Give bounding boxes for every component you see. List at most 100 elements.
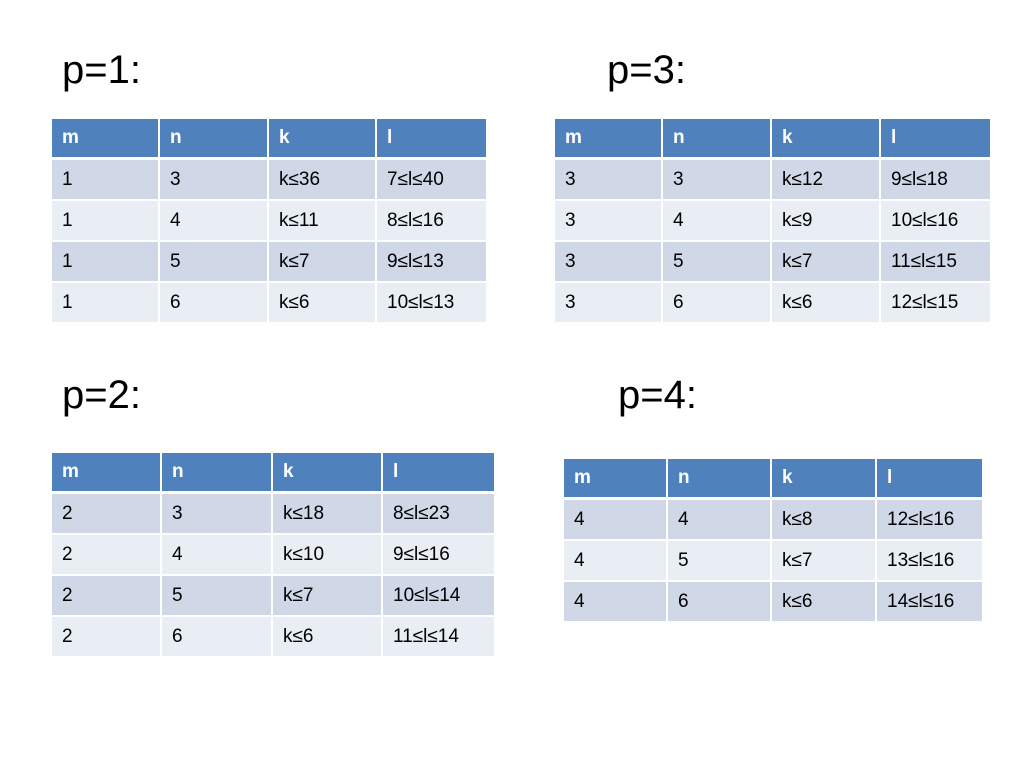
table-p2: m n k l 2 3 k≤18 8≤l≤23 2 4 k≤10 9≤l≤16 …	[52, 453, 494, 658]
cell-n: 4	[663, 201, 772, 242]
cell-m: 1	[52, 242, 160, 283]
table-p3: m n k l 3 3 k≤12 9≤l≤18 3 4 k≤9 10≤l≤16 …	[555, 119, 990, 324]
column-header-k: k	[273, 453, 383, 494]
column-header-l: l	[377, 119, 486, 160]
column-header-n: n	[162, 453, 273, 494]
column-header-k: k	[772, 459, 877, 500]
cell-n: 5	[160, 242, 269, 283]
cell-n: 4	[160, 201, 269, 242]
column-header-n: n	[668, 459, 772, 500]
cell-n: 6	[160, 283, 269, 324]
table-row: 4 6 k≤6 14≤l≤16	[564, 582, 982, 623]
cell-m: 4	[564, 500, 668, 541]
header-row: m n k l	[52, 453, 494, 494]
column-header-l: l	[881, 119, 990, 160]
cell-m: 4	[564, 582, 668, 623]
column-header-m: m	[555, 119, 663, 160]
cell-m: 1	[52, 160, 160, 201]
heading-p3: p=3:	[607, 48, 686, 92]
cell-m: 2	[52, 576, 162, 617]
cell-l: 13≤l≤16	[877, 541, 982, 582]
cell-m: 2	[52, 617, 162, 658]
cell-m: 3	[555, 201, 663, 242]
cell-m: 1	[52, 201, 160, 242]
cell-k: k≤6	[772, 283, 881, 324]
table-row: 4 5 k≤7 13≤l≤16	[564, 541, 982, 582]
cell-l: 12≤l≤16	[877, 500, 982, 541]
column-header-n: n	[160, 119, 269, 160]
cell-l: 12≤l≤15	[881, 283, 990, 324]
cell-k: k≤7	[772, 242, 881, 283]
heading-p4: p=4:	[618, 373, 697, 417]
cell-l: 11≤l≤15	[881, 242, 990, 283]
column-header-k: k	[772, 119, 881, 160]
cell-k: k≤7	[269, 242, 377, 283]
cell-n: 5	[668, 541, 772, 582]
cell-k: k≤7	[772, 541, 877, 582]
cell-n: 5	[162, 576, 273, 617]
cell-k: k≤8	[772, 500, 877, 541]
cell-l: 9≤l≤16	[383, 535, 494, 576]
cell-k: k≤36	[269, 160, 377, 201]
column-header-l: l	[383, 453, 494, 494]
cell-k: k≤6	[772, 582, 877, 623]
cell-m: 3	[555, 283, 663, 324]
cell-n: 3	[160, 160, 269, 201]
table-row: 1 4 k≤11 8≤l≤16	[52, 201, 486, 242]
cell-m: 4	[564, 541, 668, 582]
cell-n: 6	[162, 617, 273, 658]
cell-m: 3	[555, 242, 663, 283]
cell-k: k≤18	[273, 494, 383, 535]
cell-m: 1	[52, 283, 160, 324]
table-row: 3 5 k≤7 11≤l≤15	[555, 242, 990, 283]
cell-n: 5	[663, 242, 772, 283]
column-header-m: m	[52, 119, 160, 160]
header-row: m n k l	[52, 119, 486, 160]
table-p1: m n k l 1 3 k≤36 7≤l≤40 1 4 k≤11 8≤l≤16 …	[52, 119, 486, 324]
cell-n: 6	[668, 582, 772, 623]
cell-m: 3	[555, 160, 663, 201]
cell-l: 14≤l≤16	[877, 582, 982, 623]
column-header-l: l	[877, 459, 982, 500]
cell-n: 3	[162, 494, 273, 535]
cell-k: k≤7	[273, 576, 383, 617]
cell-n: 4	[668, 500, 772, 541]
cell-l: 10≤l≤16	[881, 201, 990, 242]
table-row: 3 3 k≤12 9≤l≤18	[555, 160, 990, 201]
cell-l: 9≤l≤13	[377, 242, 486, 283]
cell-m: 2	[52, 494, 162, 535]
cell-k: k≤10	[273, 535, 383, 576]
cell-k: k≤11	[269, 201, 377, 242]
heading-p1: p=1:	[62, 48, 141, 92]
cell-n: 4	[162, 535, 273, 576]
table-row: 2 5 k≤7 10≤l≤14	[52, 576, 494, 617]
column-header-k: k	[269, 119, 377, 160]
cell-n: 3	[663, 160, 772, 201]
cell-n: 6	[663, 283, 772, 324]
cell-l: 8≤l≤16	[377, 201, 486, 242]
cell-l: 8≤l≤23	[383, 494, 494, 535]
cell-l: 10≤l≤14	[383, 576, 494, 617]
column-header-m: m	[564, 459, 668, 500]
table-row: 3 6 k≤6 12≤l≤15	[555, 283, 990, 324]
table-p4: m n k l 4 4 k≤8 12≤l≤16 4 5 k≤7 13≤l≤16 …	[564, 459, 982, 623]
header-row: m n k l	[564, 459, 982, 500]
table-row: 2 3 k≤18 8≤l≤23	[52, 494, 494, 535]
cell-l: 10≤l≤13	[377, 283, 486, 324]
table-row: 1 3 k≤36 7≤l≤40	[52, 160, 486, 201]
table-row: 1 6 k≤6 10≤l≤13	[52, 283, 486, 324]
cell-m: 2	[52, 535, 162, 576]
cell-k: k≤9	[772, 201, 881, 242]
header-row: m n k l	[555, 119, 990, 160]
cell-k: k≤12	[772, 160, 881, 201]
cell-l: 11≤l≤14	[383, 617, 494, 658]
heading-p2: p=2:	[62, 373, 141, 417]
cell-k: k≤6	[273, 617, 383, 658]
table-row: 4 4 k≤8 12≤l≤16	[564, 500, 982, 541]
column-header-n: n	[663, 119, 772, 160]
table-row: 2 4 k≤10 9≤l≤16	[52, 535, 494, 576]
cell-l: 9≤l≤18	[881, 160, 990, 201]
cell-l: 7≤l≤40	[377, 160, 486, 201]
column-header-m: m	[52, 453, 162, 494]
table-row: 2 6 k≤6 11≤l≤14	[52, 617, 494, 658]
